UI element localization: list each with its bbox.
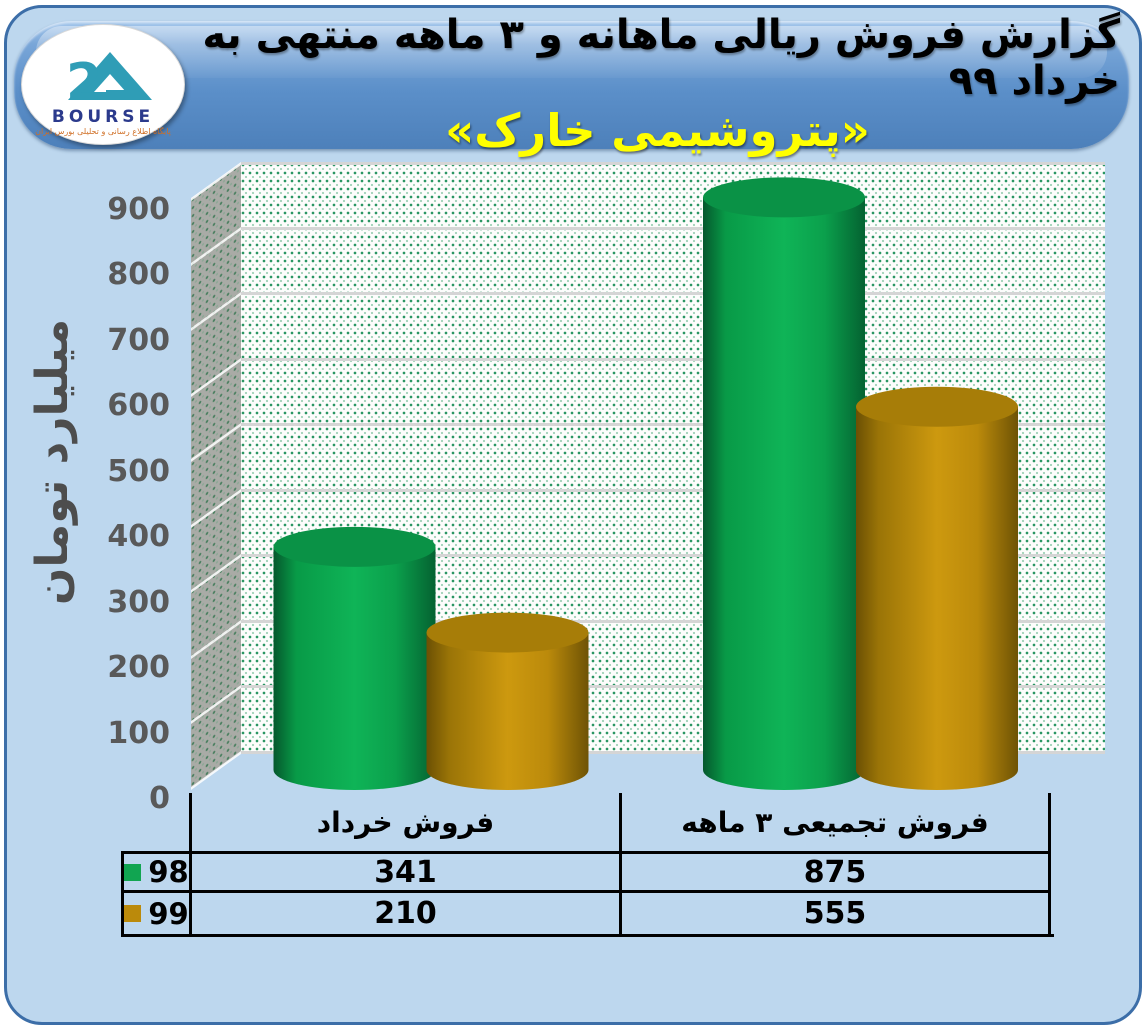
value-cell-99-cumulative: 555 xyxy=(803,896,867,931)
wall-gridline xyxy=(191,292,241,332)
y-tick-label: 400 xyxy=(107,519,170,555)
y-tick-label: 200 xyxy=(107,650,170,686)
legend-swatch-98 xyxy=(124,863,142,881)
legend-label-98: 98 xyxy=(148,855,189,889)
wall-gridline xyxy=(191,488,241,528)
y-tick-label: 600 xyxy=(107,388,170,424)
logo-name: BOURSE xyxy=(51,107,155,128)
header-titles: گزارش فروش ریالی ماهانه و ۳ ماهه منتهی ب… xyxy=(195,12,1120,157)
value-cell-98-cumulative: 875 xyxy=(803,854,867,890)
report-title: گزارش فروش ریالی ماهانه و ۳ ماهه منتهی ب… xyxy=(202,12,1120,104)
gridline xyxy=(241,292,1105,296)
value-cell-98-khordad: 341 xyxy=(374,854,437,890)
bourse24-logo: 2 BOURSE پایگاه اطلاع رسانی و تحلیلی بور… xyxy=(21,24,185,145)
gridline xyxy=(241,750,1105,754)
category-label-1: فروش خرداد xyxy=(316,805,495,839)
gridline xyxy=(241,488,1105,492)
chart-back-wall xyxy=(241,161,1105,754)
wall-gridline xyxy=(191,423,241,463)
table-left-divider xyxy=(189,793,192,937)
y-tick-label: 100 xyxy=(107,715,170,751)
gridline xyxy=(241,619,1105,623)
legend-item-99: 99 xyxy=(124,893,189,934)
legend-left-border xyxy=(121,851,124,937)
y-tick-label: 700 xyxy=(107,322,170,358)
wall-gridline xyxy=(191,226,241,266)
gridline xyxy=(241,423,1105,427)
logo-triangle-icon: 2 xyxy=(66,52,152,108)
logo-number: 2 xyxy=(66,53,102,108)
wall-gridline xyxy=(191,357,241,397)
y-tick-label: 800 xyxy=(107,257,170,293)
y-tick-label: 500 xyxy=(107,453,170,489)
y-tick-label: 0 xyxy=(149,781,170,816)
gridline xyxy=(241,357,1105,361)
table-center-divider xyxy=(619,793,622,937)
table-row1-top-border xyxy=(121,851,1051,854)
logo-tagline: پایگاه اطلاع رسانی و تحلیلی بورس ایران xyxy=(35,127,171,137)
gridline xyxy=(241,161,1105,165)
gridline xyxy=(241,685,1105,689)
legend-label-99: 99 xyxy=(148,896,189,931)
legend-item-98: 98 xyxy=(124,854,189,890)
gridline xyxy=(241,554,1105,558)
y-tick-label: 900 xyxy=(107,192,170,227)
table-bottom-border xyxy=(121,934,1054,937)
gridline xyxy=(241,226,1105,230)
wall-gridline xyxy=(191,619,241,659)
y-tick-label: 300 xyxy=(107,584,170,620)
company-name-title: «پتروشیمی خارک» xyxy=(445,104,870,157)
legend-swatch-99 xyxy=(124,905,142,922)
header-banner xyxy=(14,21,1129,149)
table-right-border xyxy=(1048,793,1051,937)
wall-gridline xyxy=(191,554,241,594)
value-cell-99-khordad: 210 xyxy=(374,896,437,931)
chart-side-wall xyxy=(191,161,241,790)
category-label-2: فروش تجمیعی ۳ ماهه xyxy=(681,805,989,839)
table-row2-top-border xyxy=(121,890,1051,893)
wall-gridline xyxy=(191,684,241,725)
